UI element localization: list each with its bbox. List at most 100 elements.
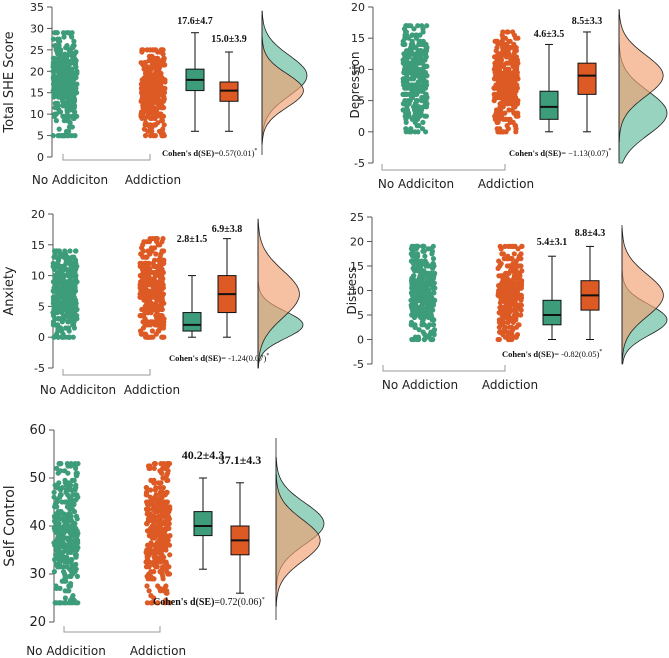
- data-point: [65, 319, 71, 325]
- data-point: [162, 537, 168, 544]
- data-point: [411, 314, 417, 320]
- data-point: [152, 115, 158, 121]
- x-category-label-no-addiction: No Addiciton: [378, 177, 454, 191]
- data-point: [431, 322, 437, 328]
- data-point: [50, 62, 56, 68]
- data-point: [160, 465, 166, 471]
- data-point: [66, 573, 73, 580]
- data-point: [55, 325, 61, 331]
- data-point: [141, 239, 147, 245]
- y-axis-label: Distress: [345, 266, 359, 314]
- data-point: [152, 64, 158, 70]
- data-point: [67, 504, 73, 510]
- data-point: [164, 461, 170, 467]
- data-point: [416, 287, 422, 294]
- data-point: [424, 273, 430, 279]
- data-point: [50, 68, 56, 74]
- data-point: [511, 273, 517, 279]
- data-point: [147, 501, 153, 507]
- data-point: [67, 540, 73, 546]
- boxplot-addiction: [217, 238, 237, 338]
- data-point: [71, 325, 77, 331]
- data-point: [62, 559, 68, 565]
- y-tick-label: 0: [358, 126, 365, 139]
- data-point: [158, 492, 164, 498]
- data-point: [57, 540, 64, 546]
- data-point: [164, 473, 170, 479]
- y-tick-label: 40: [29, 519, 46, 534]
- data-point: [411, 107, 418, 113]
- data-point: [500, 273, 506, 279]
- data-point: [495, 292, 501, 298]
- data-point: [57, 133, 63, 139]
- data-point: [67, 545, 73, 551]
- data-point: [505, 305, 511, 311]
- box-iqr: [577, 62, 597, 95]
- data-point: [157, 77, 163, 83]
- data-point: [160, 485, 166, 491]
- data-point: [515, 278, 522, 284]
- y-tick-label: 5: [37, 130, 44, 143]
- data-point: [145, 319, 151, 325]
- data-point: [432, 297, 438, 303]
- stat-label-addiction: 37.1±4.3: [219, 453, 262, 467]
- data-point: [412, 268, 418, 274]
- data-point: [507, 263, 513, 269]
- data-point: [151, 465, 157, 471]
- data-point: [425, 287, 431, 294]
- data-point: [144, 288, 150, 294]
- data-point: [147, 547, 153, 553]
- density-addiction: [275, 474, 321, 607]
- data-point: [159, 105, 165, 111]
- data-point: [73, 545, 79, 551]
- data-point: [64, 285, 70, 291]
- data-point: [150, 533, 156, 539]
- y-tick-label: 20: [351, 1, 365, 14]
- data-point: [158, 113, 164, 119]
- data-point: [427, 292, 433, 298]
- data-point: [155, 313, 162, 319]
- data-point: [414, 98, 421, 104]
- data-point: [60, 79, 66, 85]
- stat-label-no-addiction: 17.6±4.7: [177, 16, 213, 27]
- data-point: [58, 509, 64, 515]
- data-point: [161, 90, 168, 96]
- data-point: [418, 54, 424, 60]
- data-point: [154, 518, 160, 524]
- data-point: [429, 314, 435, 320]
- data-point: [55, 485, 61, 491]
- data-point: [148, 487, 154, 493]
- data-point: [55, 36, 61, 42]
- data-point: [428, 278, 434, 284]
- data-point: [70, 260, 76, 266]
- data-point: [68, 497, 74, 503]
- data-point: [492, 60, 498, 66]
- data-point: [60, 88, 67, 94]
- data-point: [159, 470, 165, 476]
- data-point: [51, 540, 57, 546]
- density-addiction: [257, 218, 300, 369]
- cohen-d-value: = -1.24(0.07): [221, 353, 266, 363]
- x-category-label-no-addiction: No Addiction: [382, 378, 458, 392]
- data-point: [409, 32, 415, 38]
- data-point: [164, 489, 170, 495]
- data-point: [151, 480, 157, 486]
- data-point: [70, 58, 76, 64]
- jitter-no-addiction: [50, 248, 80, 340]
- cohen-d-label: Cohen's d(SE)= −1.13(0.07)*: [509, 148, 611, 158]
- data-point: [161, 122, 167, 128]
- data-point: [510, 319, 516, 325]
- data-point: [497, 263, 503, 269]
- data-point: [419, 23, 425, 29]
- stat-label-no-addiction: 5.4±3.1: [537, 237, 568, 248]
- data-point: [72, 269, 78, 276]
- data-point: [142, 254, 148, 260]
- y-tick-label: 25: [350, 211, 364, 224]
- data-point: [51, 94, 57, 100]
- data-point: [62, 595, 68, 601]
- data-point: [410, 302, 416, 308]
- data-point: [422, 253, 428, 259]
- cohen-d-value: = −1.13(0.07): [561, 148, 608, 158]
- jitter-no-addiction: [408, 243, 438, 343]
- data-point: [50, 36, 57, 42]
